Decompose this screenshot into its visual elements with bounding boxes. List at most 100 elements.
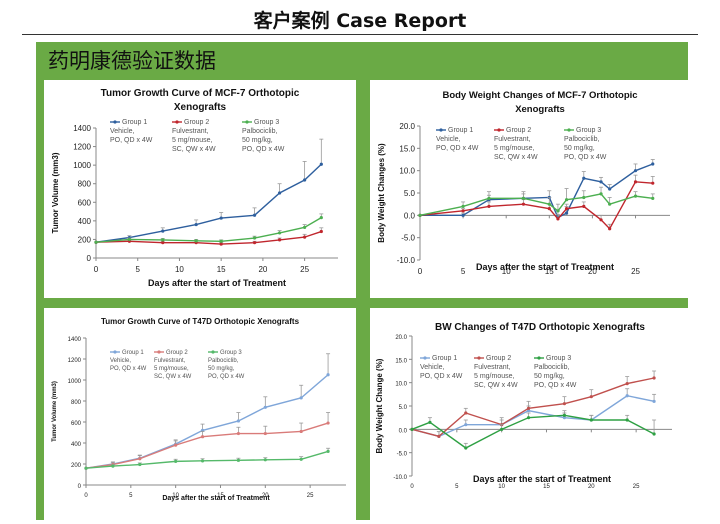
data-point — [263, 431, 267, 436]
legend-entry: Group 2 — [184, 119, 209, 126]
legend-entry: 5 mg/mouse, — [494, 145, 535, 152]
legend-marker — [113, 350, 117, 354]
data-point — [633, 169, 638, 173]
x-tick-label: 0 — [418, 267, 423, 276]
y-tick-label: 0.0 — [399, 428, 408, 434]
series-line — [411, 394, 655, 438]
series-group-1 — [418, 159, 655, 220]
x-tick-label: 15 — [543, 484, 550, 490]
legend-entry: PO, QD x 4W — [110, 366, 147, 372]
data-point — [461, 213, 465, 217]
legend-entry: PO, QD x 4W — [564, 154, 607, 161]
data-point — [299, 457, 303, 461]
chart-card-mcf7-tumor: Tumor Growth Curve of MCF-7 Orthotopic Xe… — [44, 80, 356, 298]
x-tick-label: 20 — [262, 493, 269, 499]
y-tick-label: 200 — [78, 235, 92, 244]
legend-entry: Group 3 — [220, 350, 242, 356]
legend-marker — [439, 128, 443, 132]
legend-entry: 50 mg/kg, — [242, 137, 273, 144]
x-tick-label: 0 — [94, 265, 99, 274]
legend-entry: Group 2 — [506, 127, 531, 134]
legend-entry: Vehicle, — [420, 364, 445, 371]
data-point — [487, 204, 491, 208]
data-point — [303, 225, 307, 229]
legend-marker — [211, 350, 215, 354]
data-point — [599, 192, 603, 196]
data-point — [299, 429, 303, 434]
data-point — [589, 418, 593, 422]
data-point — [174, 459, 178, 463]
data-point — [84, 466, 88, 470]
y-tick-label: 20.0 — [395, 335, 407, 341]
y-axis-label: Tumor Volume (mm3) — [52, 381, 58, 442]
legend-entry: Palbociclib, — [208, 358, 239, 364]
data-point — [464, 446, 468, 450]
data-point — [461, 204, 465, 208]
legend-entry: Group 2 — [166, 350, 188, 356]
data-point — [194, 222, 198, 227]
y-tick-label: 600 — [71, 421, 82, 427]
data-point — [562, 413, 567, 417]
data-point — [127, 237, 131, 242]
legend-marker — [423, 356, 427, 360]
legend-marker — [537, 356, 541, 360]
x-tick-label: 15 — [217, 265, 226, 274]
legend-entry: SC, QW x 4W — [494, 154, 538, 161]
legend-marker — [157, 350, 161, 354]
data-point — [252, 241, 257, 245]
chart-mcf7-tumor-growth: Tumor Growth Curve of MCF-7 Orthotopic Xe… — [51, 88, 338, 288]
series-group-3 — [94, 213, 324, 244]
legend-entry: 5 mg/mouse, — [154, 366, 189, 372]
legend-entry: Palbociclib, — [564, 136, 599, 143]
data-point — [464, 423, 468, 427]
data-point — [652, 376, 656, 380]
series-group-1 — [410, 388, 657, 438]
data-point — [582, 204, 586, 208]
series-group-2 — [418, 174, 655, 231]
data-point — [651, 196, 655, 200]
legend-entry: PO, QD x 4W — [420, 373, 463, 380]
data-point — [582, 195, 586, 200]
data-point — [303, 235, 307, 239]
legend-entry: Fulvestrant, — [494, 136, 531, 143]
y-tick-label: 800 — [71, 400, 82, 406]
data-point — [582, 176, 586, 180]
y-tick-label: 1200 — [73, 143, 91, 152]
y-tick-label: -10.0 — [397, 256, 416, 265]
series-line — [85, 374, 329, 469]
data-point — [526, 406, 531, 410]
data-point — [200, 459, 205, 463]
data-point — [564, 198, 569, 202]
data-point — [521, 196, 526, 200]
chart-title: Xenografts — [174, 102, 227, 113]
y-axis-label: Body Weight Change (%) — [375, 358, 384, 453]
chart-title: Xenografts — [515, 104, 565, 115]
data-point — [556, 209, 560, 213]
data-point — [319, 216, 323, 220]
legend-entry: SC, QW x 4W — [172, 146, 216, 153]
data-point — [526, 409, 531, 413]
x-tick-label: 5 — [455, 484, 459, 490]
y-tick-label: 1000 — [68, 379, 82, 385]
y-tick-label: -10.0 — [393, 475, 407, 481]
data-point — [562, 416, 567, 420]
legend-entry: Fulvestrant, — [474, 364, 511, 371]
chart-t47d-body-weight: BW Changes of T47D Orthotopic Xenografts… — [375, 322, 672, 490]
x-axis-label: Days after the start of Treatment — [148, 278, 286, 288]
chart-mcf7-body-weight: Body Weight Changes of MCF-7 Orthotopic X… — [377, 90, 670, 276]
legend-marker — [567, 128, 571, 132]
data-point — [526, 416, 531, 420]
legend-entry: Group 3 — [546, 355, 571, 362]
data-point — [277, 191, 282, 195]
y-tick-label: 15.0 — [399, 144, 415, 153]
legend-entry: Fulvestrant, — [154, 358, 186, 364]
data-point — [161, 229, 165, 233]
chart-card-t47d-tumor: Tumor Growth Curve of T47D Orthotopic Xe… — [44, 308, 356, 520]
data-point — [236, 431, 241, 436]
legend-marker — [477, 356, 481, 360]
data-point — [564, 207, 569, 211]
x-tick-label: 20 — [588, 484, 595, 490]
series-group-3 — [418, 186, 655, 217]
legend-entry: PO, QD x 4W — [110, 137, 153, 144]
legend-entry: Group 1 — [122, 350, 144, 356]
